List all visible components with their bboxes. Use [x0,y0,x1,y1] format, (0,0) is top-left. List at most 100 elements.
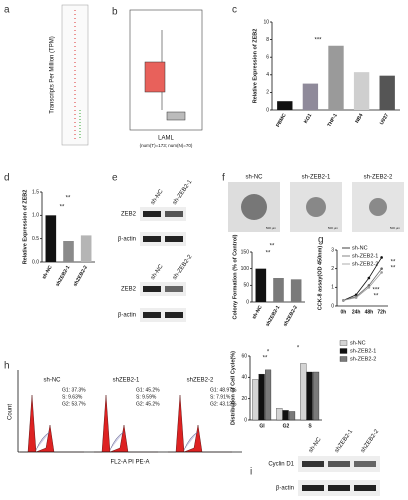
bar [300,363,307,421]
bar [277,101,293,110]
scale-bar: 500 μm [266,226,277,230]
y-tick-label: 0 [244,417,247,423]
legend-label: sh-ZEB2-2 [350,356,376,362]
y-tick-label: 8 [266,37,269,43]
bar [313,371,320,421]
annotation: * [297,346,300,352]
flow-stat: G2: 45.2% [136,401,160,407]
annotation: ** [391,260,396,266]
bar [328,45,344,111]
image-title: sh-ZEB2-1 [302,175,331,181]
image-title: sh-ZEB2-2 [364,175,393,181]
x-tick-label: sh-NC [41,264,54,280]
legend-label: sh-ZEB2-1 [352,253,378,259]
y-tick-label: 2 [266,90,269,96]
count-label: (num(T)=173; num(N)=70) [140,143,193,148]
lane-label: sh-NC [150,188,165,206]
x-tick-label: NB4 [354,112,364,124]
histogram-fit [109,431,125,451]
legend-swatch [339,348,348,354]
x-tick-label: THP-1 [326,112,339,128]
panel-label: c [232,5,237,16]
y-tick-label: 50 [243,283,249,289]
flow-stat: G1: 45.2% [136,387,160,393]
x-axis-label: FL2-A PI PE-A [110,460,149,466]
y-tick-label: 2 [331,266,334,272]
annotation: ** [270,244,275,250]
lane-label: sh-ZEB2-1 [172,179,194,206]
row-label: β-actin [276,486,294,492]
image-title: sh-NC [245,175,263,181]
flow-stat: G1: 37.3% [62,387,86,393]
flow-title: shZEB2-2 [187,378,214,384]
row-label: Cyclin D1 [268,462,294,468]
panel-label: d [4,173,10,184]
y-tick-label: 4 [266,72,269,78]
y-axis-label: Distribution of Cell Cycle(%) [230,351,236,425]
panel-label: a [4,5,10,16]
box [166,111,186,121]
dataset-label: LAML [158,136,174,142]
point [367,276,371,280]
legend-label: sh-ZEB2-2 [352,261,378,267]
lane-label: sh-NC [150,263,165,281]
bar [255,268,267,302]
x-tick-label: shZEB2-1 [55,264,72,287]
y-tick-label: 10 [263,19,269,25]
y-axis-label: Colony Formation (% of Control) [232,234,238,319]
point [354,293,358,297]
line [343,268,382,301]
bar [302,83,319,110]
x-tick-label: 48h [365,309,374,315]
flow-stat: S: 7.91% [210,394,231,400]
y-axis-label: Count [8,404,14,420]
y-tick-label: 3 [331,247,334,253]
scale-bar: 500 μm [328,226,339,230]
point [342,299,345,302]
flow-title: shZEB2-1 [113,378,140,384]
box [144,61,166,93]
y-tick-label: 0 [331,303,334,309]
row-label: ZEB2 [121,212,137,218]
legend-swatch [339,340,348,346]
annotation: ** [60,205,65,211]
panel-label: h [4,361,10,372]
bar [45,215,57,262]
bar [80,235,92,262]
bar [289,411,296,421]
x-tick-label: PBMC [275,112,288,128]
panel-label: e [112,173,118,184]
y-tick-label: 20 [241,396,247,402]
lane-label: shZEB2-2 [360,428,381,454]
annotation: *** [314,38,322,44]
row-label: β-actin [118,237,136,243]
histogram-decoration [168,394,232,453]
y-tick-label: 60 [241,353,247,359]
point [380,267,383,270]
annotation: *** [372,288,380,294]
histogram-fit [35,431,51,451]
legend-label: sh-NC [350,340,366,346]
panel-label: f [222,173,225,184]
y-tick-label: 100 [241,266,250,272]
line [343,272,382,301]
y-axis-label: Transcripts Per Million (TPM) [50,36,56,113]
y-tick-label: 150 [241,249,250,255]
panel-label: g [318,235,324,246]
lane-label: sh-NC [308,436,323,454]
y-tick-label: 0.5 [32,236,39,242]
x-tick-label: sh-NC [251,304,264,320]
bar [273,278,284,302]
x-tick-label: G2 [283,423,290,429]
x-tick-label: 0h [340,309,346,315]
plot-frame [129,9,203,131]
flow-stat: G1: 48.97% [210,387,237,393]
panel-label: i [250,467,252,478]
annotation: * [267,350,270,356]
colony-images [228,182,404,232]
histogram-decoration [20,394,84,453]
x-tick-label: shZEB2-2 [282,304,299,327]
panel-label: b [112,7,118,18]
point [354,296,358,299]
